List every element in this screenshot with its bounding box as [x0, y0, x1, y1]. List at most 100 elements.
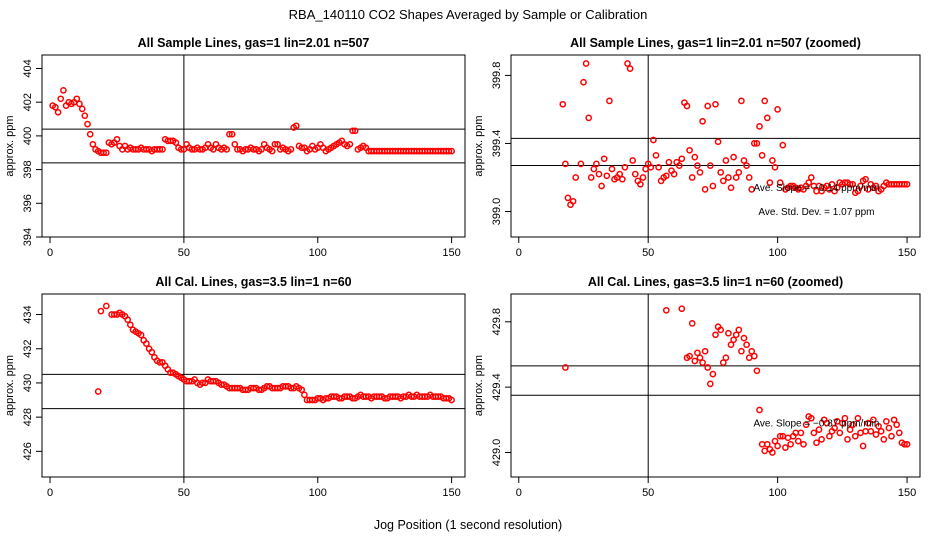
- data-point: [704, 364, 712, 371]
- data-point: [73, 95, 81, 103]
- data-point: [769, 157, 776, 164]
- data-point: [113, 135, 121, 143]
- data-point: [712, 331, 719, 339]
- data-point: [867, 427, 875, 435]
- data-point: [562, 160, 569, 168]
- data-point: [688, 320, 696, 327]
- data-point: [872, 182, 880, 190]
- data-point: [652, 152, 660, 159]
- data-point: [562, 364, 569, 371]
- data-point: [148, 348, 156, 356]
- data-point: [585, 114, 593, 122]
- data-point: [844, 436, 851, 443]
- y-tick-label: 399.8: [491, 62, 503, 90]
- data-point: [655, 163, 662, 171]
- data-point: [864, 419, 872, 427]
- y-tick-label: 432: [22, 340, 34, 358]
- data-point: [688, 174, 696, 181]
- panel-title: All Cal. Lines, gas=3.5 lin=1 n=60: [155, 275, 351, 289]
- data-point: [226, 130, 233, 138]
- x-tick-label: 100: [768, 487, 786, 499]
- data-point: [854, 414, 862, 422]
- panel-sample-lines: All Sample Lines, gas=1 lin=2.01 n=507 0 5…: [4, 36, 466, 259]
- data-point: [346, 140, 354, 148]
- data-point: [818, 436, 825, 443]
- data-point: [810, 429, 818, 437]
- y-axis-label: approx. ppm: [4, 355, 16, 416]
- data-point: [859, 442, 867, 450]
- data-point: [54, 108, 62, 116]
- annotation-text: Ave. Std. Dev. = 1.07 ppm: [758, 207, 874, 218]
- data-point: [841, 414, 849, 422]
- data-point: [805, 179, 813, 186]
- data-point: [629, 157, 637, 164]
- data-point: [706, 380, 714, 388]
- data-point: [102, 149, 110, 157]
- data-point: [774, 106, 781, 113]
- data-point: [735, 169, 743, 176]
- data-point: [616, 170, 624, 178]
- y-tick-label: 430: [22, 374, 34, 392]
- data-point: [701, 347, 709, 355]
- y-tick-label: 429.4: [491, 373, 503, 401]
- data-point: [888, 432, 895, 440]
- data-point: [582, 60, 590, 67]
- data-point: [593, 160, 600, 168]
- data-point: [699, 117, 706, 125]
- y-tick-label: 428: [22, 408, 34, 426]
- x-tick-label: 50: [178, 487, 190, 499]
- data-point: [761, 97, 769, 105]
- y-tick-label: 426: [22, 442, 34, 460]
- plot-frame: [41, 293, 466, 478]
- data-point: [57, 95, 65, 103]
- data-point: [877, 427, 885, 435]
- data-point: [735, 326, 743, 334]
- data-point: [626, 65, 634, 72]
- x-tick-label: 0: [47, 487, 53, 499]
- data-point: [849, 180, 857, 188]
- data-point: [787, 440, 794, 448]
- data-point: [298, 386, 306, 394]
- x-tick-label: 0: [516, 247, 522, 259]
- data-point: [81, 112, 89, 120]
- x-tick-label: 50: [178, 247, 190, 259]
- data-point: [828, 180, 836, 188]
- data-point: [727, 184, 735, 192]
- data-point: [177, 146, 185, 153]
- data-point: [823, 419, 831, 427]
- data-point: [756, 406, 763, 414]
- y-tick-label: 429.0: [491, 439, 503, 467]
- data-point: [100, 149, 107, 157]
- data-point: [719, 177, 727, 185]
- y-tick-label: 429.8: [491, 308, 503, 336]
- data-point: [851, 432, 859, 440]
- data-point: [833, 184, 841, 192]
- data-point: [750, 140, 758, 147]
- data-point: [448, 396, 455, 404]
- data-point: [826, 432, 833, 440]
- data-point: [717, 326, 725, 334]
- data-point: [600, 155, 608, 163]
- data-point: [683, 102, 691, 110]
- data-point: [126, 321, 134, 329]
- y-axis-label: approx. ppm: [473, 355, 485, 416]
- data-point: [849, 421, 857, 429]
- data-point: [292, 122, 300, 130]
- data-point: [740, 334, 748, 342]
- data-point: [603, 172, 611, 180]
- data-point: [631, 170, 639, 178]
- data-point: [624, 60, 631, 67]
- data-point: [268, 147, 276, 155]
- data-point: [637, 180, 644, 188]
- data-point: [813, 439, 820, 447]
- data-point: [903, 440, 911, 448]
- y-tick-label: 399.0: [491, 198, 503, 226]
- data-point: [753, 140, 761, 147]
- data-point: [608, 165, 616, 173]
- y-tick-label: 398: [22, 160, 34, 178]
- data-point: [885, 424, 893, 432]
- data-point: [776, 432, 784, 440]
- data-point: [606, 97, 613, 105]
- x-tick-label: 50: [642, 247, 654, 259]
